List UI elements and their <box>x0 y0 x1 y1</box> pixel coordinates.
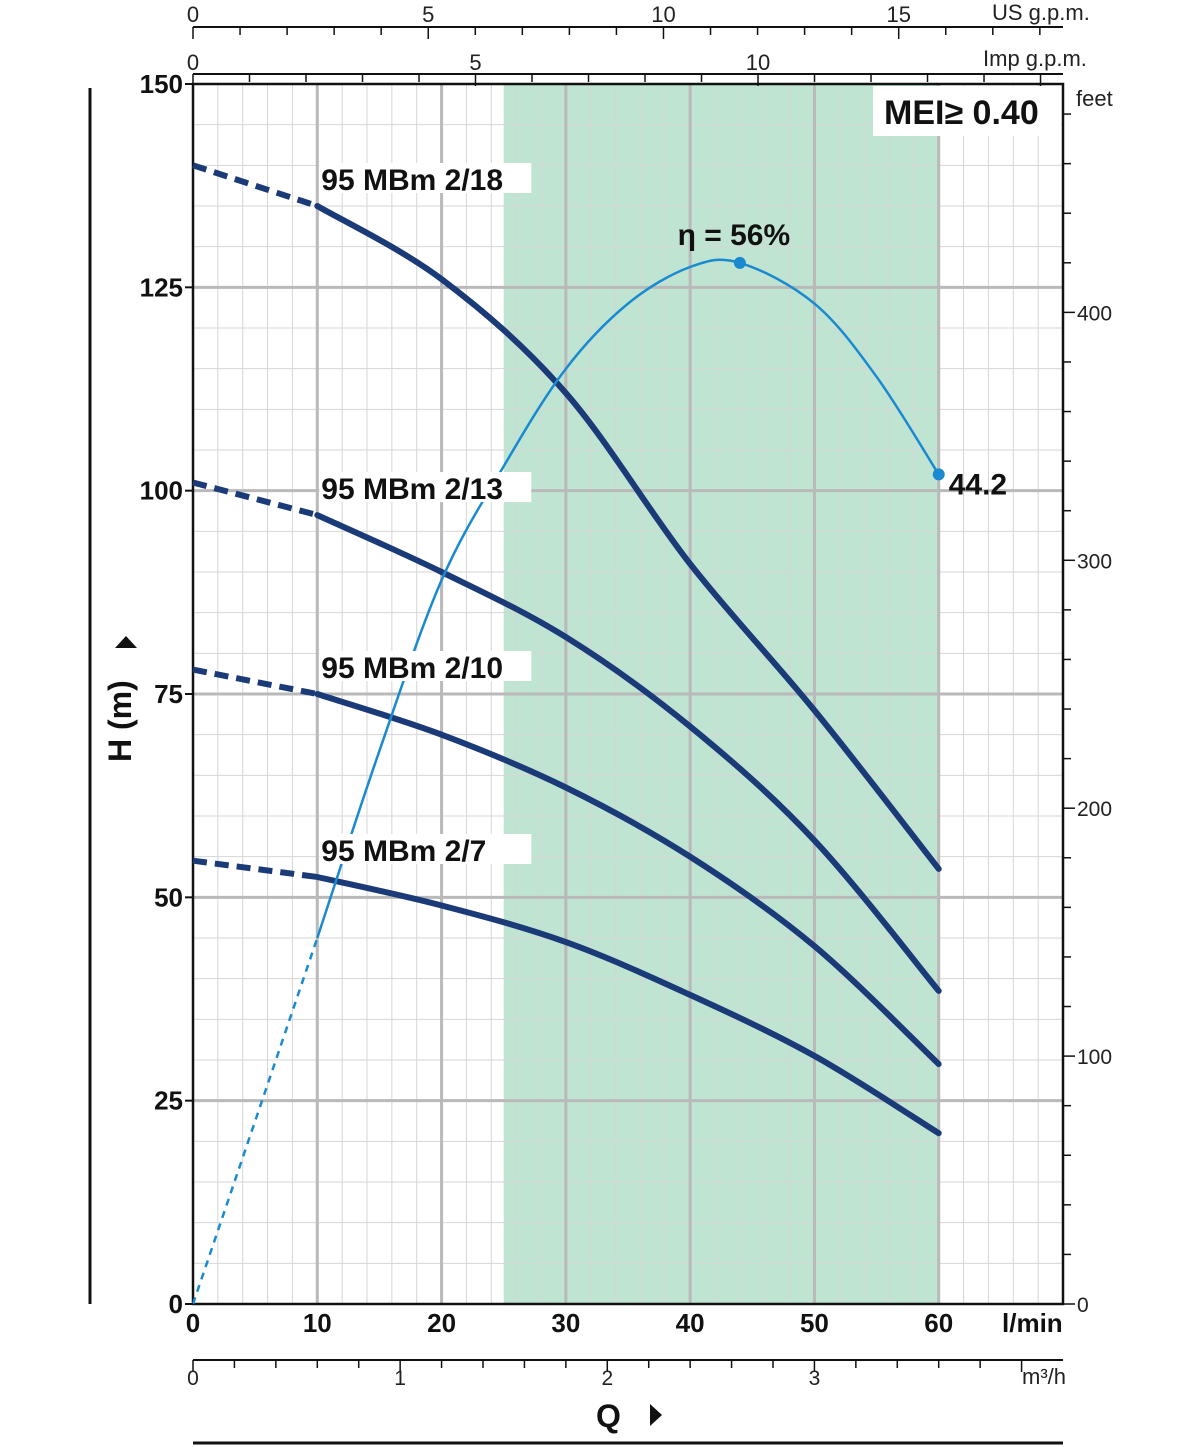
m3h-tick-label: 0 <box>187 1367 199 1390</box>
x-unit-label: l/min <box>1002 1308 1063 1338</box>
y-tick-label: 75 <box>154 679 183 709</box>
feet-unit: feet <box>1076 86 1113 111</box>
series-lines <box>192 162 942 1137</box>
y-tick-label: 125 <box>140 272 183 302</box>
y-tick-label: 50 <box>154 882 183 912</box>
y-axis-title: H (m) <box>102 680 138 762</box>
m3h-tick-label: 3 <box>809 1367 821 1390</box>
m3h-unit: m³/h <box>1022 1364 1066 1389</box>
x-tick-label: 60 <box>924 1308 953 1338</box>
x-tick-label: 10 <box>303 1308 332 1338</box>
y-tick-label: 25 <box>154 1086 183 1116</box>
series-line-0 <box>314 203 942 872</box>
us-gpm-tick-label: 10 <box>651 2 675 27</box>
x-axis-arrow-icon <box>650 1404 662 1426</box>
efficiency-end-label: 44.2 <box>949 468 1007 501</box>
imp-gpm-tick-label: 5 <box>469 50 481 75</box>
series-line-2 <box>314 691 942 1068</box>
imp-gpm-unit: Imp g.p.m. <box>983 46 1087 71</box>
x-tick-label: 0 <box>186 1308 200 1338</box>
y-tick-label: 0 <box>169 1289 183 1319</box>
curve-label-2: 95 MBm 2/10 <box>321 652 503 685</box>
x-tick-label: 40 <box>676 1308 705 1338</box>
curve-label-bg-3 <box>319 834 532 864</box>
imp-gpm-tick-label: 10 <box>746 50 770 75</box>
curve-label-bg-1 <box>319 472 532 503</box>
y-tick-label: 150 <box>140 69 183 99</box>
feet-tick-label: 400 <box>1077 302 1112 325</box>
curve-label-bg-0 <box>319 163 532 193</box>
efficiency-peak-label: η = 56% <box>678 219 791 252</box>
series-line-1 <box>314 512 942 994</box>
grid <box>193 84 1063 1304</box>
m3h-tick-label: 1 <box>394 1367 406 1390</box>
series-line-3 <box>314 874 942 1137</box>
m3h-tick-label: 2 <box>601 1367 613 1390</box>
feet-tick-label: 300 <box>1077 550 1112 573</box>
us-gpm-tick-label: 5 <box>422 2 434 27</box>
x-tick-label: 30 <box>551 1308 580 1338</box>
feet-tick-label: 100 <box>1077 1046 1112 1069</box>
x-tick-label: 20 <box>427 1308 456 1338</box>
efficiency-line <box>316 258 940 939</box>
curve-label-1: 95 MBm 2/13 <box>321 473 503 506</box>
efficiency-curve: η = 56% 44.2 <box>191 219 1007 1305</box>
feet-tick-label: 0 <box>1077 1294 1089 1317</box>
us-gpm-unit: US g.p.m. <box>992 0 1090 25</box>
us-gpm-tick-label: 0 <box>187 2 199 27</box>
mei-label: MEI≥ 0.40 <box>884 94 1039 132</box>
curve-label-3: 95 MBm 2/7 <box>321 835 486 868</box>
curve-label-0: 95 MBm 2/18 <box>321 164 503 197</box>
curve-label-bg-2 <box>319 651 532 681</box>
y-tick-label: 100 <box>140 476 183 506</box>
x-axis-title: Q <box>596 1398 621 1434</box>
x-tick-label: 50 <box>800 1308 829 1338</box>
y-axis-arrow-icon <box>115 636 137 648</box>
mei-label-box <box>873 86 1061 136</box>
feet-tick-label: 200 <box>1077 798 1112 821</box>
us-gpm-tick-label: 15 <box>886 2 910 27</box>
curve-labels: 95 MBm 2/18 95 MBm 2/13 95 MBm 2/10 95 MBm … <box>319 163 532 868</box>
efficiency-peak-point <box>733 256 746 269</box>
imp-gpm-tick-label: 0 <box>187 50 199 75</box>
efficiency-end-point <box>932 468 945 481</box>
